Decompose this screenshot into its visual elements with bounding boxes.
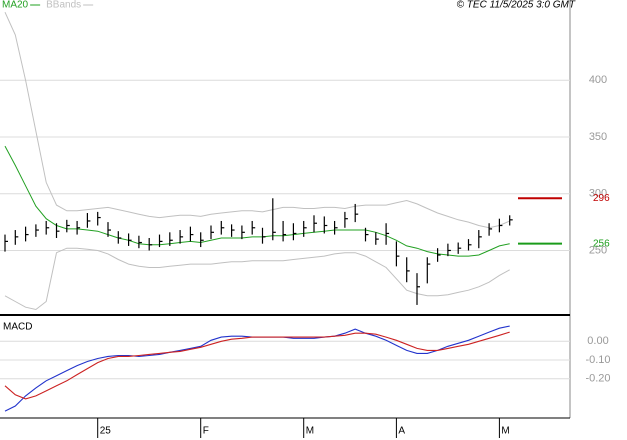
- macd-line: [4, 331, 510, 400]
- y-tick-label: 350: [589, 131, 607, 143]
- x-tick-label: A: [398, 426, 405, 437]
- y-tick-label: 400: [589, 74, 607, 86]
- x-tick-label: M: [306, 426, 314, 437]
- legend-label: BBands: [46, 0, 81, 11]
- overlay-line: [4, 145, 510, 257]
- x-tick-label: M: [501, 426, 509, 437]
- y-tick-label: 0.00: [587, 335, 608, 347]
- overlay-line: [4, 247, 510, 311]
- last-value-label: 296: [593, 193, 610, 204]
- overlay-line: [4, 11, 510, 229]
- last-value-label: 256: [593, 238, 610, 249]
- y-tick-label: -0.20: [585, 373, 610, 385]
- chart-credit: © TEC 11/5/2025 3:0 GMT: [457, 0, 576, 11]
- y-tick-label: 300: [589, 188, 607, 200]
- y-tick-label: -0.10: [585, 354, 610, 366]
- x-tick-label: F: [203, 426, 209, 437]
- x-tick-label: 25: [100, 426, 112, 437]
- macd-title: MACD: [3, 322, 32, 333]
- y-tick-label: 250: [589, 244, 607, 256]
- legend-label: MA20: [2, 0, 29, 11]
